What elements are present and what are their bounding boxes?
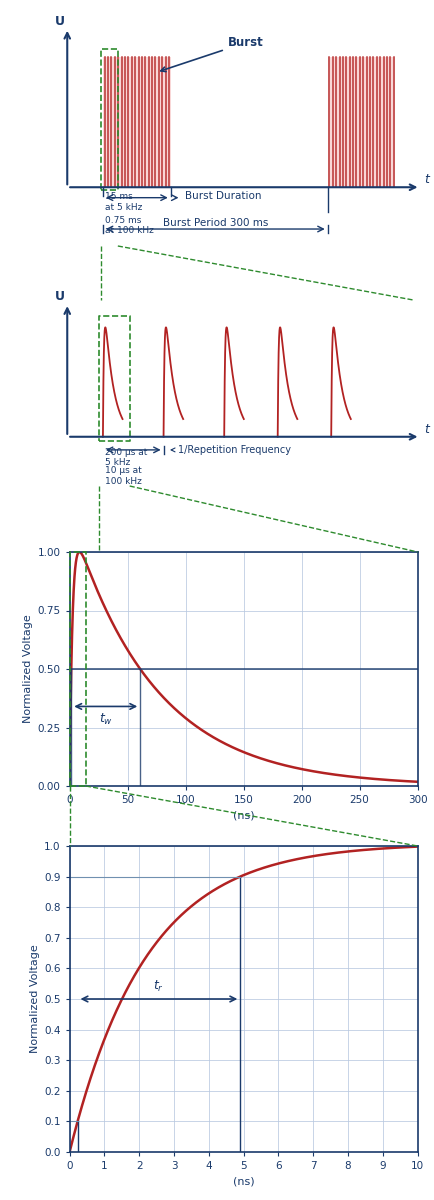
X-axis label: (ns): (ns) (232, 810, 254, 821)
Y-axis label: Normalized Voltage: Normalized Voltage (30, 944, 40, 1054)
Text: $t_r$: $t_r$ (153, 979, 164, 994)
Text: 0.75 ms
at 100 kHz: 0.75 ms at 100 kHz (105, 216, 153, 235)
Text: U: U (55, 290, 65, 304)
Text: t: t (423, 424, 428, 437)
Text: t: t (423, 173, 428, 186)
Text: 1/Repetition Frequency: 1/Repetition Frequency (171, 445, 290, 455)
Text: $t_w$: $t_w$ (99, 712, 112, 727)
Text: Burst Period 300 ms: Burst Period 300 ms (162, 217, 267, 228)
X-axis label: (ns): (ns) (232, 1176, 254, 1187)
Text: 10 μs at
100 kHz: 10 μs at 100 kHz (105, 467, 141, 486)
Bar (103, 56, 170, 187)
Text: Burst: Burst (161, 36, 263, 72)
Bar (327, 56, 395, 187)
Text: 15 ms
at 5 kHz: 15 ms at 5 kHz (105, 192, 142, 212)
Y-axis label: Normalized Voltage: Normalized Voltage (23, 614, 33, 724)
Text: Burst Duration: Burst Duration (184, 191, 261, 202)
Text: 200 μs at
5 kHz: 200 μs at 5 kHz (105, 448, 147, 467)
Text: U: U (55, 14, 65, 28)
